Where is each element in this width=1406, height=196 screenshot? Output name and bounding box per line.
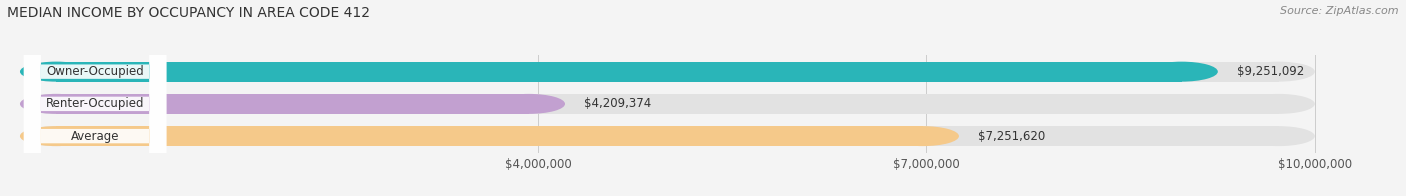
Text: $7,251,620: $7,251,620 xyxy=(979,130,1046,143)
Text: Renter-Occupied: Renter-Occupied xyxy=(46,97,145,110)
Polygon shape xyxy=(56,94,529,114)
Ellipse shape xyxy=(1243,94,1315,114)
Ellipse shape xyxy=(1243,126,1315,146)
Text: $9,251,092: $9,251,092 xyxy=(1237,65,1305,78)
Ellipse shape xyxy=(886,126,959,146)
Text: MEDIAN INCOME BY OCCUPANCY IN AREA CODE 412: MEDIAN INCOME BY OCCUPANCY IN AREA CODE … xyxy=(7,6,370,20)
Ellipse shape xyxy=(1243,62,1315,82)
Text: Owner-Occupied: Owner-Occupied xyxy=(46,65,143,78)
FancyBboxPatch shape xyxy=(24,0,166,196)
Ellipse shape xyxy=(1146,62,1218,82)
FancyBboxPatch shape xyxy=(24,0,166,196)
Ellipse shape xyxy=(20,94,93,114)
Polygon shape xyxy=(56,62,1278,82)
Ellipse shape xyxy=(20,126,93,146)
Ellipse shape xyxy=(20,62,93,82)
Ellipse shape xyxy=(492,94,565,114)
Text: Source: ZipAtlas.com: Source: ZipAtlas.com xyxy=(1281,6,1399,16)
Polygon shape xyxy=(56,94,1278,114)
Ellipse shape xyxy=(20,94,93,114)
Text: Average: Average xyxy=(70,130,120,143)
Ellipse shape xyxy=(20,62,93,82)
Polygon shape xyxy=(56,126,1278,146)
Text: $4,209,374: $4,209,374 xyxy=(585,97,652,110)
Ellipse shape xyxy=(20,126,93,146)
Polygon shape xyxy=(56,62,1181,82)
FancyBboxPatch shape xyxy=(24,0,166,196)
Polygon shape xyxy=(56,126,922,146)
